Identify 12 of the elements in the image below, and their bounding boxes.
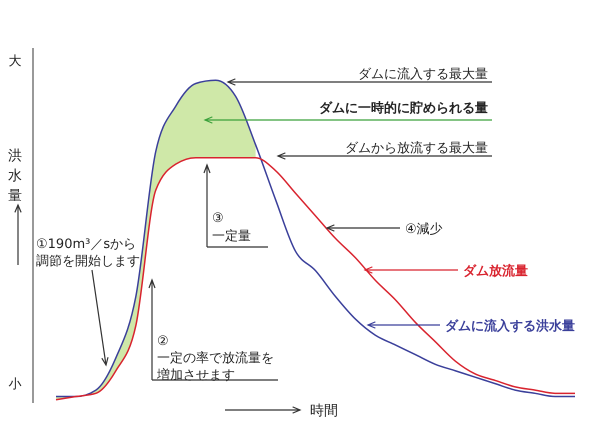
annotation: ダムに一時的に貯められる量 xyxy=(319,100,488,116)
annotation: ダムから放流する最大量 xyxy=(345,140,488,156)
text: 大 xyxy=(8,54,22,69)
x-axis-title: 時間 xyxy=(310,403,338,419)
annotation: ③一定量 xyxy=(212,211,251,244)
text: 小 xyxy=(8,377,22,392)
annotation: ④減少 xyxy=(405,222,443,237)
y-axis-title: 洪水量 xyxy=(8,148,22,204)
annotation: ①190m³／sから調節を開始します xyxy=(36,237,140,269)
annotation: ダムに流入する最大量 xyxy=(358,66,488,82)
text: ダム放流量 xyxy=(463,263,528,279)
text: ダムに流入する洪水量 xyxy=(445,318,575,334)
